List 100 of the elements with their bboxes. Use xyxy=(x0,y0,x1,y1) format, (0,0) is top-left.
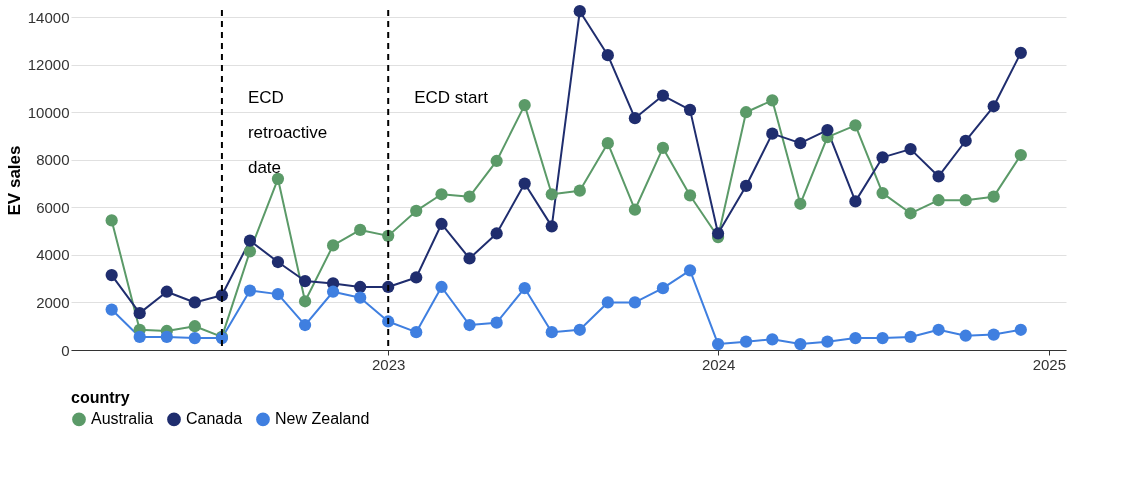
point xyxy=(1014,323,1027,336)
point xyxy=(188,296,201,309)
point xyxy=(601,49,614,62)
y-tick-label: 8000 xyxy=(36,151,70,169)
point xyxy=(876,332,889,345)
point xyxy=(904,142,917,156)
x-tick-label: 2024 xyxy=(701,355,736,373)
point xyxy=(105,214,118,227)
point xyxy=(160,330,173,344)
point xyxy=(435,280,448,294)
point xyxy=(133,330,146,344)
point xyxy=(573,323,586,336)
point xyxy=(545,188,558,201)
y-tick-label: 6000 xyxy=(36,198,70,216)
point xyxy=(904,330,917,344)
x-tick-label: 2023 xyxy=(372,355,406,373)
point xyxy=(463,190,476,203)
point xyxy=(298,295,312,308)
point xyxy=(573,5,586,18)
point xyxy=(683,103,697,116)
point xyxy=(410,326,423,339)
point xyxy=(133,307,146,320)
point xyxy=(518,177,531,190)
point xyxy=(1014,46,1027,59)
point xyxy=(435,217,448,231)
point xyxy=(628,203,642,216)
point xyxy=(821,123,834,137)
point xyxy=(711,227,725,240)
point xyxy=(987,100,1000,113)
point xyxy=(601,296,614,309)
point xyxy=(160,285,173,298)
point xyxy=(821,335,834,348)
legend-label: New Zealand xyxy=(275,410,370,428)
point xyxy=(794,197,807,210)
point xyxy=(656,89,670,102)
point xyxy=(849,119,862,132)
point xyxy=(766,127,779,140)
point xyxy=(435,188,448,201)
point xyxy=(188,332,201,345)
point xyxy=(904,207,917,220)
legend-title: country xyxy=(71,389,130,406)
point xyxy=(739,179,753,193)
point xyxy=(959,194,972,207)
point xyxy=(932,323,945,336)
point xyxy=(545,220,558,233)
point xyxy=(656,282,670,295)
point xyxy=(298,318,312,332)
y-axis-title: EV sales xyxy=(4,145,24,216)
point xyxy=(490,154,503,168)
point xyxy=(326,239,340,252)
point xyxy=(463,318,476,332)
point xyxy=(243,284,257,297)
point xyxy=(628,296,642,309)
point xyxy=(410,271,423,284)
point xyxy=(739,335,753,348)
point xyxy=(545,326,558,339)
point xyxy=(656,141,670,155)
point xyxy=(849,332,862,345)
point xyxy=(243,234,257,247)
point xyxy=(932,194,945,207)
point xyxy=(683,189,697,202)
point xyxy=(105,268,118,282)
point xyxy=(354,223,367,237)
point xyxy=(410,204,423,218)
point xyxy=(876,186,889,200)
point xyxy=(876,151,889,164)
ref-line-label: ECD retroactive date xyxy=(247,88,328,177)
point xyxy=(354,291,367,304)
legend-label: Australia xyxy=(91,410,154,428)
point xyxy=(188,320,201,333)
point xyxy=(794,337,807,351)
point xyxy=(683,264,697,277)
point xyxy=(490,316,503,329)
y-tick-label: 12000 xyxy=(27,56,70,74)
point xyxy=(518,282,531,295)
point xyxy=(354,280,367,294)
point xyxy=(766,94,779,107)
point xyxy=(463,252,476,265)
point xyxy=(518,98,531,112)
point xyxy=(628,112,642,125)
point xyxy=(1014,148,1027,162)
point xyxy=(987,190,1000,203)
point xyxy=(298,274,312,288)
point xyxy=(490,227,503,240)
legend-label: Canada xyxy=(186,410,243,428)
y-tick-label: 2000 xyxy=(36,293,70,311)
point xyxy=(794,137,807,150)
ref-line-label: ECD start xyxy=(414,88,489,107)
point xyxy=(243,245,257,258)
x-tick-label: 2025 xyxy=(1032,355,1067,373)
point xyxy=(766,333,779,346)
point xyxy=(105,303,118,316)
point xyxy=(271,288,285,301)
point xyxy=(573,184,586,197)
point xyxy=(711,337,725,351)
y-tick-label: 14000 xyxy=(27,8,70,26)
point xyxy=(739,106,753,119)
point xyxy=(932,170,945,183)
point xyxy=(326,285,340,298)
y-tick-label: 10000 xyxy=(27,103,70,121)
